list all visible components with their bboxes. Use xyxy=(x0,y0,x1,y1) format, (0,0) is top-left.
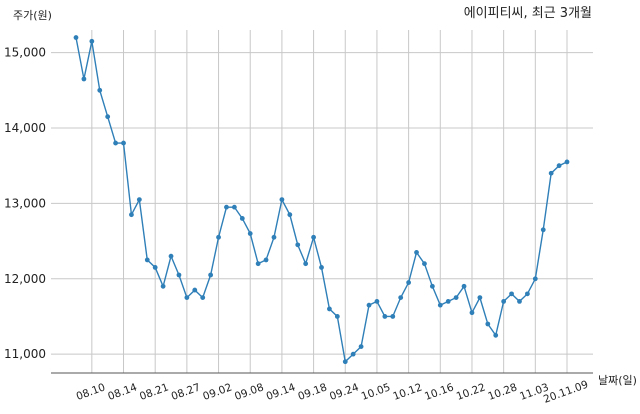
data-point xyxy=(461,283,467,289)
y-tick-label: 14,000 xyxy=(4,121,46,135)
data-point xyxy=(113,140,118,146)
data-point xyxy=(327,306,332,312)
data-point xyxy=(192,287,198,293)
y-tick-label: 13,000 xyxy=(4,196,46,210)
x-tick-label: 10.05 xyxy=(360,381,392,403)
y-tick-label: 11,000 xyxy=(4,347,46,361)
x-tick-labels: 08.10 08.14 08.21 08.27 09.02 09.08 09.14 09.18… xyxy=(75,379,590,406)
y-tick-labels: 11,000 12,000 13,000 14,000 15,000 xyxy=(4,46,46,362)
data-point xyxy=(493,332,499,338)
data-point xyxy=(97,87,103,93)
data-point xyxy=(540,227,546,233)
x-tick-label: 09.14 xyxy=(265,381,298,403)
x-tick-label: 09.08 xyxy=(233,381,265,403)
data-point xyxy=(184,295,190,301)
y-tick-label: 12,000 xyxy=(4,272,46,286)
data-point xyxy=(406,280,412,285)
x-tick-label: 20.11.09 xyxy=(542,379,590,406)
data-point xyxy=(398,295,404,301)
x-tick-label: 10.16 xyxy=(423,381,456,403)
data-point xyxy=(485,321,491,327)
data-point xyxy=(517,298,522,304)
data-point xyxy=(477,295,483,301)
data-point xyxy=(216,234,221,240)
data-point xyxy=(437,302,443,308)
data-point xyxy=(263,257,269,263)
data-point xyxy=(121,140,126,146)
data-point xyxy=(279,197,285,203)
data-point xyxy=(200,295,206,301)
data-point xyxy=(303,261,309,267)
x-tick-label: 08.14 xyxy=(106,381,139,403)
chart-title: 에이피티씨, 최근 3개월 xyxy=(464,6,592,21)
data-point xyxy=(160,283,166,289)
data-point xyxy=(453,295,459,301)
data-point xyxy=(509,291,514,297)
x-tick-label: 09.24 xyxy=(328,381,361,403)
data-point xyxy=(319,265,324,270)
x-tick-label: 08.10 xyxy=(75,381,107,403)
data-point xyxy=(81,76,87,82)
data-point xyxy=(271,234,277,240)
gridlines xyxy=(51,30,593,373)
x-tick-label: 10.12 xyxy=(391,381,423,403)
x-tick-label: 08.27 xyxy=(170,381,202,403)
x-tick-label: 09.02 xyxy=(201,381,233,403)
data-point xyxy=(342,359,348,365)
data-point xyxy=(556,163,562,169)
data-point xyxy=(136,197,142,203)
price-series xyxy=(73,35,570,365)
data-point xyxy=(564,159,570,165)
data-point xyxy=(334,314,340,319)
data-point xyxy=(287,212,293,218)
y-axis-title: 주가(원) xyxy=(13,9,52,22)
data-point xyxy=(224,204,229,210)
x-tick-label: 09.18 xyxy=(296,381,328,403)
data-point xyxy=(105,114,111,120)
data-point xyxy=(350,351,356,357)
data-point xyxy=(311,234,316,240)
data-point xyxy=(358,344,364,350)
data-point xyxy=(525,291,530,297)
data-point xyxy=(469,310,475,316)
data-point xyxy=(429,283,435,289)
x-tick-label: 08.21 xyxy=(138,381,170,403)
data-point xyxy=(548,170,554,176)
data-point xyxy=(374,298,380,304)
data-point xyxy=(422,261,427,267)
data-point xyxy=(501,298,507,304)
data-point xyxy=(144,257,150,263)
data-point xyxy=(414,249,419,255)
data-point xyxy=(89,38,95,44)
data-point xyxy=(532,276,538,282)
data-point xyxy=(152,265,158,270)
data-point xyxy=(231,204,237,210)
price-line xyxy=(75,37,568,364)
x-tick-label: 10.28 xyxy=(486,381,518,403)
data-point xyxy=(239,216,245,221)
y-tick-label: 15,000 xyxy=(4,46,46,60)
data-point xyxy=(208,272,214,278)
data-point xyxy=(176,272,182,278)
x-axis-title: 날짜(일) xyxy=(598,373,637,387)
data-point xyxy=(445,298,451,304)
data-point xyxy=(129,212,134,218)
data-point xyxy=(168,253,174,259)
data-point xyxy=(73,35,79,40)
data-point xyxy=(255,261,261,267)
data-point xyxy=(390,314,396,319)
x-tick-label: 10.22 xyxy=(455,381,487,403)
data-point xyxy=(247,231,253,236)
data-point xyxy=(295,242,301,248)
data-point xyxy=(366,302,372,308)
data-point xyxy=(382,314,388,319)
